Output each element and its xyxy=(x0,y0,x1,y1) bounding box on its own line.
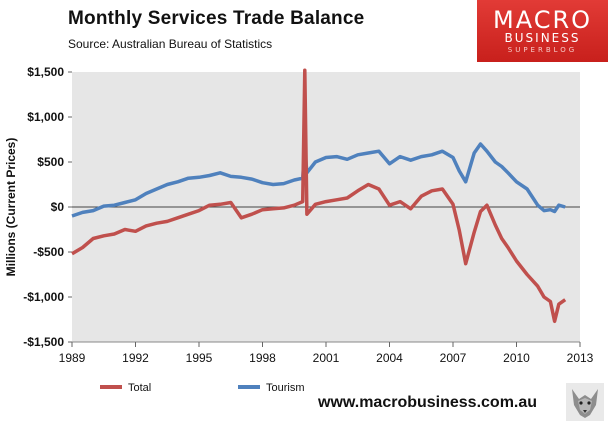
logo-line-1: MACRO xyxy=(492,6,593,34)
wolf-logo-icon xyxy=(566,383,604,421)
legend-label-total: Total xyxy=(128,382,151,394)
x-tick-label: 2010 xyxy=(503,351,530,365)
x-tick-label: 2004 xyxy=(376,351,403,365)
y-tick-label: -$1,500 xyxy=(23,335,64,349)
x-tick-label: 1998 xyxy=(249,351,276,365)
logo-line-3: SUPERBLOG xyxy=(507,46,578,54)
x-tick-label: 1992 xyxy=(122,351,149,365)
y-tick-label: $1,000 xyxy=(27,110,64,124)
chart-source: Source: Australian Bureau of Statistics xyxy=(68,37,273,51)
series-layer xyxy=(71,68,567,324)
y-axis: $1,500 $1,000 $500 $0 -$500 -$1,000 -$1,500 xyxy=(23,65,72,349)
series-line-tourism xyxy=(71,142,566,218)
footer-url: www.macrobusiness.com.au xyxy=(318,394,538,411)
x-tick-label: 2007 xyxy=(440,351,467,365)
x-tick-label: 1995 xyxy=(186,351,213,365)
x-axis: 1989 1992 1995 1998 2001 2004 2007 2010 2013 xyxy=(59,341,594,365)
x-tick-label: 2001 xyxy=(313,351,340,365)
macrobusiness-logo: MACRO BUSINESS SUPERBLOG xyxy=(477,0,608,62)
y-tick-label: $0 xyxy=(51,200,65,214)
y-tick-label: -$500 xyxy=(33,245,64,259)
logo-line-2: BUSINESS xyxy=(504,31,581,45)
x-tick-label: 2013 xyxy=(567,351,594,365)
y-axis-label: Millions (Current Prices) xyxy=(4,138,18,277)
x-tick-label: 1989 xyxy=(59,351,86,365)
y-tick-label: $1,500 xyxy=(27,65,64,79)
chart-title: Monthly Services Trade Balance xyxy=(68,8,365,29)
y-tick-label: -$1,000 xyxy=(23,290,64,304)
legend: Total Tourism xyxy=(100,382,305,394)
y-tick-label: $500 xyxy=(37,155,64,169)
legend-label-tourism: Tourism xyxy=(266,382,305,394)
series-line-total xyxy=(71,68,567,324)
